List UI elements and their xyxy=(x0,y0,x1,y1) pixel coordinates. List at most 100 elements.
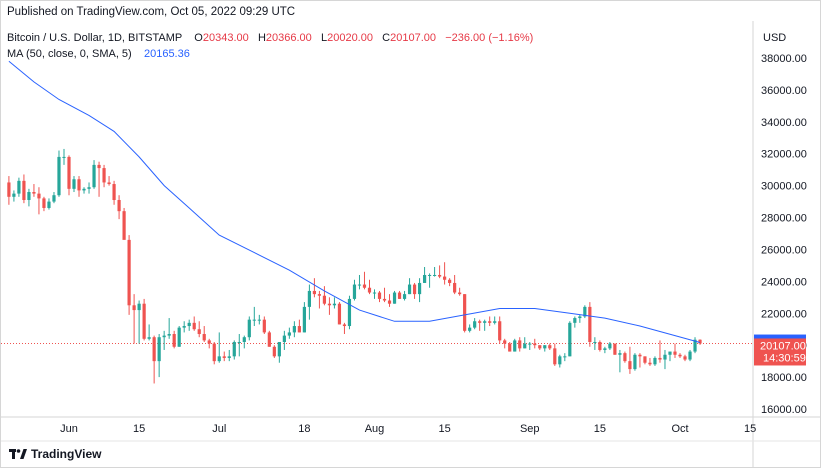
candles-group xyxy=(7,148,702,384)
candle-body xyxy=(463,294,467,331)
candle-body xyxy=(698,339,702,344)
candle-body xyxy=(598,341,602,350)
candle-body xyxy=(548,345,552,349)
open-label: O xyxy=(194,32,203,44)
y-tick-label: 30000.00 xyxy=(761,181,807,193)
candle-body xyxy=(52,195,56,202)
candle-body xyxy=(67,156,71,189)
candle-body xyxy=(17,180,21,194)
candle-body xyxy=(347,298,352,327)
last-price-tag-label: 20107.00 xyxy=(760,340,806,352)
candle-body xyxy=(132,305,136,311)
close-label: C xyxy=(382,32,391,44)
candle-body xyxy=(377,292,382,299)
change-value: −236.00 (−1.16%) xyxy=(445,32,534,44)
candle-body xyxy=(543,345,547,349)
candle-body xyxy=(623,353,627,362)
candle-body xyxy=(27,192,31,200)
candle-body xyxy=(267,332,271,347)
candle-body xyxy=(453,282,457,293)
x-tick-label: 15 xyxy=(133,423,145,435)
candle-body xyxy=(7,182,11,197)
candle-body xyxy=(22,180,26,200)
candle-body xyxy=(538,345,542,349)
candle-body xyxy=(112,184,116,200)
candle-body xyxy=(297,326,301,333)
candle-body xyxy=(427,274,432,276)
tradingview-brand[interactable]: TradingView xyxy=(9,447,101,461)
candle-body xyxy=(72,179,76,189)
candle-body xyxy=(583,306,587,317)
candle-body xyxy=(402,294,407,299)
low-value: 20020.00 xyxy=(327,32,373,44)
legend-ohlc-row: Bitcoin / U.S. Dollar, 1D, BITSTAMP O203… xyxy=(7,30,533,46)
candle-body xyxy=(312,290,317,295)
x-tick-label: 15 xyxy=(594,423,606,435)
last-price-tag xyxy=(754,338,806,366)
y-tick-label: 38000.00 xyxy=(761,53,807,65)
candle-body xyxy=(508,343,512,352)
candle-body xyxy=(147,337,151,339)
candle-body xyxy=(137,303,141,311)
candle-body xyxy=(142,303,146,339)
candle-body xyxy=(362,284,367,288)
candle-body xyxy=(177,327,181,347)
candle-body xyxy=(673,351,677,355)
candle-body xyxy=(192,322,196,330)
candle-body xyxy=(187,322,191,327)
candle-body xyxy=(122,211,126,240)
candle-body xyxy=(12,193,16,197)
candle-body xyxy=(417,282,422,295)
y-tick-label: 18000.00 xyxy=(761,372,807,384)
candle-body xyxy=(202,334,206,341)
candle-body xyxy=(287,332,291,336)
symbol-label: Bitcoin / U.S. Dollar, 1D, BITSTAMP xyxy=(7,32,183,44)
candle-body xyxy=(618,353,622,355)
candle-body xyxy=(82,188,86,191)
candle-body xyxy=(257,319,261,321)
candle-body xyxy=(272,346,276,357)
y-tick-label: 36000.00 xyxy=(761,85,807,97)
candle-body xyxy=(678,354,682,357)
candle-body xyxy=(638,354,642,357)
candle-body xyxy=(117,199,121,212)
candle-body xyxy=(422,274,427,283)
candle-body xyxy=(182,326,186,328)
candle-body xyxy=(573,318,577,323)
candle-body xyxy=(688,351,692,360)
candle-body xyxy=(658,357,662,360)
candle-body xyxy=(568,322,572,357)
low-label: L xyxy=(320,32,328,44)
candle-body xyxy=(432,274,437,276)
candle-body xyxy=(157,337,161,362)
candle-body xyxy=(633,354,637,370)
x-tick-label: Jun xyxy=(60,423,78,435)
candle-body xyxy=(212,343,216,362)
candle-body xyxy=(473,321,477,328)
candle-body xyxy=(553,348,557,365)
candle-body xyxy=(332,303,337,306)
candle-body xyxy=(282,335,286,342)
candle-body xyxy=(663,354,667,360)
candle-body xyxy=(197,329,201,335)
candle-body xyxy=(167,334,171,336)
candle-body xyxy=(107,182,111,185)
brand-label: TradingView xyxy=(31,447,102,461)
candle-body xyxy=(438,274,442,277)
candle-body xyxy=(593,341,597,343)
x-tick-label: 18 xyxy=(298,423,310,435)
ma-value: 20165.36 xyxy=(143,48,190,60)
candle-body xyxy=(372,292,377,294)
candle-body xyxy=(578,316,582,319)
tradingview-logo-icon xyxy=(9,449,27,459)
candle-body xyxy=(357,284,362,286)
close-value: 20107.00 xyxy=(390,32,437,44)
candle-body xyxy=(443,276,447,280)
candle-body xyxy=(498,321,502,341)
candle-body xyxy=(523,343,527,349)
candle-body xyxy=(262,319,266,333)
candle-body xyxy=(387,300,392,304)
candle-body xyxy=(32,192,36,194)
